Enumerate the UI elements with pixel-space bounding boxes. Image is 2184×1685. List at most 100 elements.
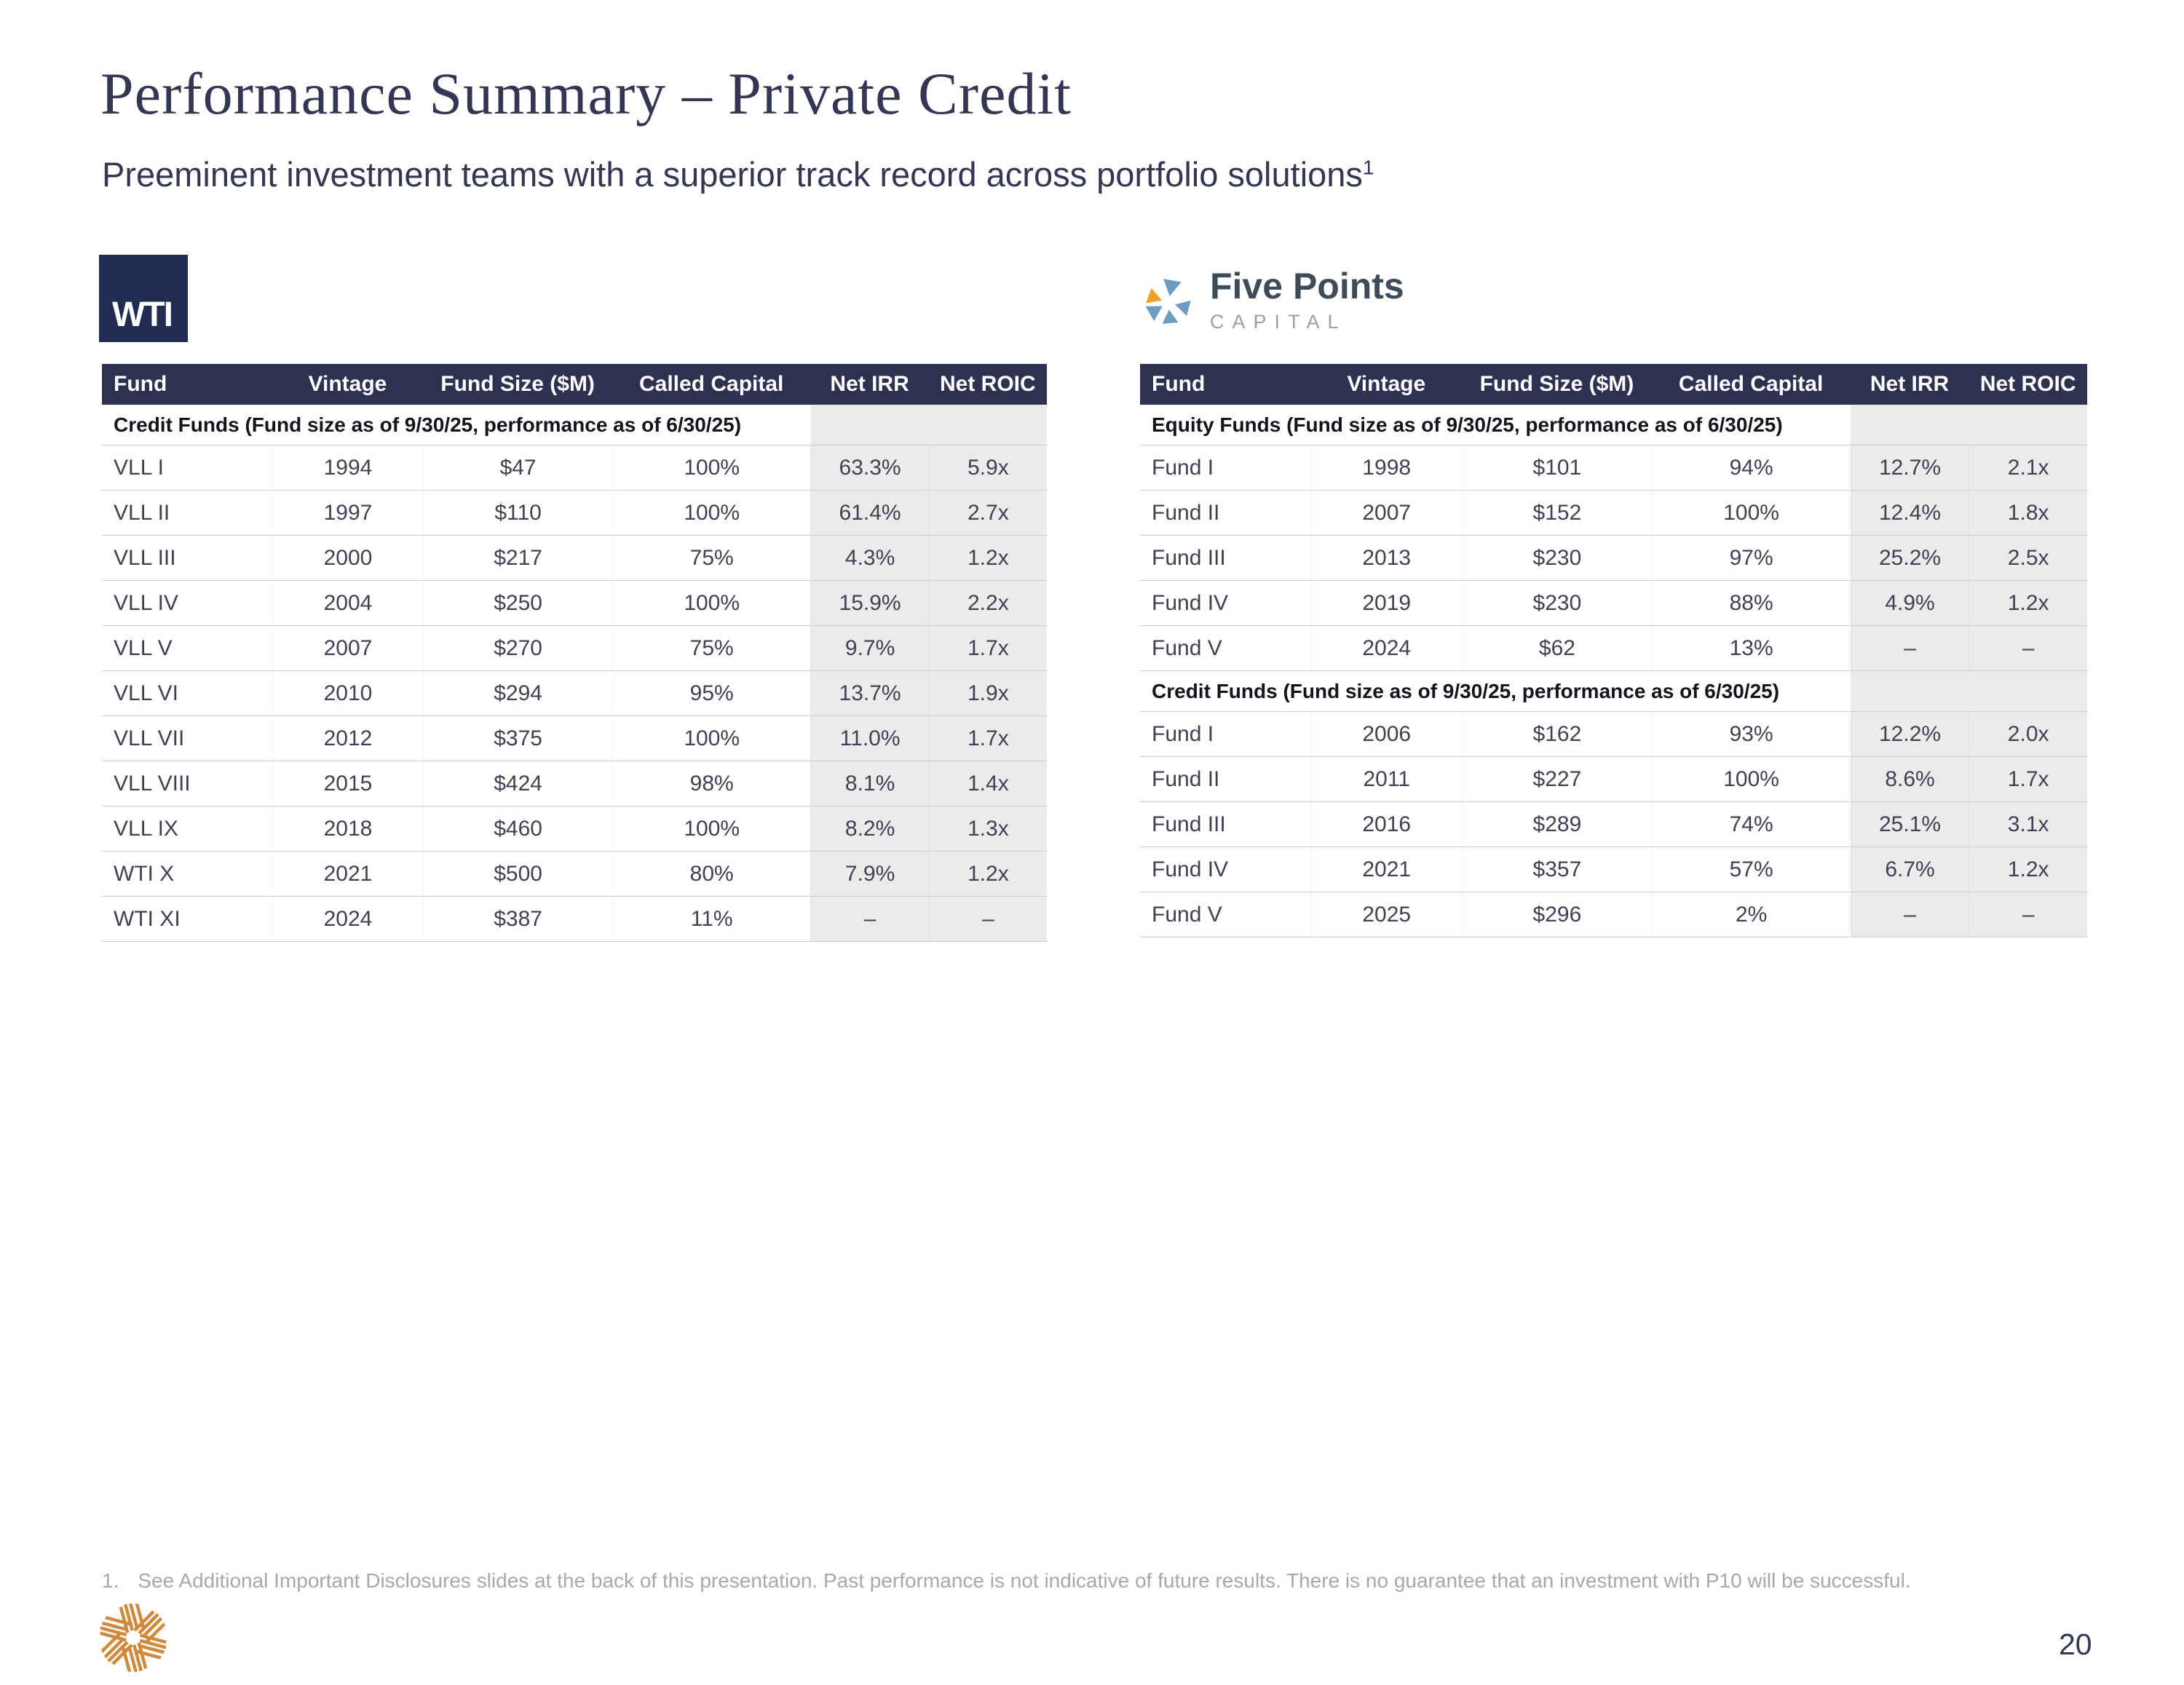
vintage-cell: 2015 <box>272 761 424 806</box>
fund-size-cell: $270 <box>423 626 612 670</box>
called-capital-cell: 94% <box>1651 445 1851 490</box>
fund-cell: Fund V <box>1152 902 1222 927</box>
five-points-pinwheel-icon <box>1145 279 1191 324</box>
net-roic-cell: 1.7x <box>928 716 1047 761</box>
table-row: Fund II 2007 $152 100% 12.4% 1.8x <box>1140 491 2087 536</box>
fund-size-cell: $296 <box>1462 892 1651 937</box>
net-roic-cell: 1.3x <box>928 806 1047 851</box>
subtitle-footnote-marker: 1 <box>1362 155 1374 179</box>
called-capital-cell: 75% <box>612 626 811 670</box>
five-points-name: Five Points <box>1210 266 1404 306</box>
fund-size-cell: $110 <box>423 491 612 535</box>
disclosure-footnote: 1. See Additional Important Disclosures s… <box>102 1569 1911 1593</box>
section-header-row: Credit Funds (Fund size as of 9/30/25, p… <box>102 405 1047 445</box>
net-irr-cell: 8.2% <box>810 806 929 851</box>
vintage-cell: 2004 <box>272 581 424 625</box>
called-capital-cell: 2% <box>1651 892 1851 937</box>
net-roic-cell: 5.9x <box>928 445 1047 490</box>
fund-cell: Fund IV <box>1152 857 1229 881</box>
fund-cell: VLL VI <box>114 681 178 705</box>
five-points-capital-label: CAPITAL <box>1210 311 1347 333</box>
table-row: VLL II 1997 $110 100% 61.4% 2.7x <box>102 491 1047 536</box>
fund-size-cell: $250 <box>423 581 612 625</box>
table-row: VLL VI 2010 $294 95% 13.7% 1.9x <box>102 671 1047 716</box>
net-roic-cell: 1.2x <box>928 852 1047 896</box>
net-irr-cell: 9.7% <box>810 626 929 670</box>
wti-performance-table: Fund Vintage Fund Size ($M) Called Capital N… <box>102 364 1047 942</box>
net-irr-cell: 25.2% <box>1850 536 1969 580</box>
column-header-net-roic: Net ROIC <box>1979 372 2076 396</box>
fund-size-cell: $62 <box>1462 626 1651 670</box>
vintage-cell: 2010 <box>272 671 424 715</box>
fund-size-cell: $47 <box>423 445 612 490</box>
column-header-fund: Fund <box>1152 372 1206 396</box>
net-roic-cell: 2.1x <box>1969 445 2087 490</box>
table-row: VLL IX 2018 $460 100% 8.2% 1.3x <box>102 806 1047 852</box>
column-header-net-irr: Net IRR <box>1870 372 1950 396</box>
p10-starburst-icon <box>99 1603 167 1672</box>
table-row: VLL I 1994 $47 100% 63.3% 5.9x <box>102 445 1047 491</box>
table-row: Fund II 2011 $227 100% 8.6% 1.7x <box>1140 757 2087 802</box>
vintage-cell: 1994 <box>272 445 424 490</box>
column-header-fund-size: Fund Size ($M) <box>1479 372 1634 396</box>
fund-cell: Fund II <box>1152 766 1220 791</box>
fund-cell: Fund V <box>1152 635 1222 660</box>
table-row: Fund III 2016 $289 74% 25.1% 3.1x <box>1140 802 2087 847</box>
section-label: Credit Funds (Fund size as of 9/30/25, p… <box>114 413 742 436</box>
called-capital-cell: 74% <box>1651 802 1851 847</box>
net-irr-cell: 8.6% <box>1850 757 1969 801</box>
subtitle-text: Preeminent investment teams with a super… <box>102 155 1363 194</box>
net-irr-cell: 12.4% <box>1850 491 1969 535</box>
fund-cell: VLL VII <box>114 726 185 750</box>
vintage-cell: 2025 <box>1310 892 1462 937</box>
section-header-row: Credit Funds (Fund size as of 9/30/25, p… <box>1140 671 2087 712</box>
fund-cell: VLL I <box>114 455 164 480</box>
vintage-cell: 2013 <box>1310 536 1462 580</box>
net-roic-cell: 1.2x <box>928 536 1047 580</box>
vintage-cell: 2019 <box>1310 581 1462 625</box>
fund-cell: VLL III <box>114 545 176 570</box>
net-irr-cell: 63.3% <box>810 445 929 490</box>
table-row: WTI X 2021 $500 80% 7.9% 1.2x <box>102 852 1047 897</box>
net-roic-cell: 1.9x <box>928 671 1047 715</box>
net-irr-cell: 4.3% <box>810 536 929 580</box>
net-roic-cell: 2.0x <box>1969 712 2087 756</box>
net-roic-cell: 2.7x <box>928 491 1047 535</box>
fund-cell: Fund I <box>1152 721 1214 746</box>
fund-size-cell: $387 <box>423 897 612 941</box>
vintage-cell: 2007 <box>1310 491 1462 535</box>
net-irr-cell: 8.1% <box>810 761 929 806</box>
fund-cell: WTI X <box>114 861 175 886</box>
fund-size-cell: $294 <box>423 671 612 715</box>
fund-size-cell: $230 <box>1462 536 1651 580</box>
table-row: VLL III 2000 $217 75% 4.3% 1.2x <box>102 536 1047 581</box>
net-irr-cell: – <box>1850 892 1969 937</box>
page-number: 20 <box>2059 1627 2092 1661</box>
net-irr-cell: – <box>1850 626 1969 670</box>
vintage-cell: 2012 <box>272 716 424 761</box>
table-row: Fund IV 2021 $357 57% 6.7% 1.2x <box>1140 847 2087 892</box>
fund-cell: WTI XI <box>114 906 181 931</box>
fund-cell: VLL IX <box>114 816 178 841</box>
called-capital-cell: 100% <box>612 491 811 535</box>
table-row: VLL VIII 2015 $424 98% 8.1% 1.4x <box>102 761 1047 806</box>
net-irr-cell: 6.7% <box>1850 847 1969 892</box>
vintage-cell: 2024 <box>272 897 424 941</box>
table-row: Fund III 2013 $230 97% 25.2% 2.5x <box>1140 536 2087 581</box>
net-irr-cell: 25.1% <box>1850 802 1969 847</box>
net-roic-cell: – <box>1969 892 2087 937</box>
column-header-net-roic: Net ROIC <box>940 372 1036 396</box>
vintage-cell: 2018 <box>272 806 424 851</box>
vintage-cell: 2024 <box>1310 626 1462 670</box>
fund-size-cell: $375 <box>423 716 612 761</box>
fund-cell: VLL II <box>114 500 170 525</box>
net-roic-cell: – <box>928 897 1047 941</box>
footnote-marker: 1. <box>102 1569 119 1592</box>
fund-size-cell: $152 <box>1462 491 1651 535</box>
column-header-called-capital: Called Capital <box>1678 372 1824 396</box>
vintage-cell: 2007 <box>272 626 424 670</box>
net-irr-cell: 12.7% <box>1850 445 1969 490</box>
net-roic-cell: 1.2x <box>1969 847 2087 892</box>
five-points-performance-table: Fund Vintage Fund Size ($M) Called Capital N… <box>1140 364 2087 937</box>
table-row: Fund I 1998 $101 94% 12.7% 2.1x <box>1140 445 2087 491</box>
